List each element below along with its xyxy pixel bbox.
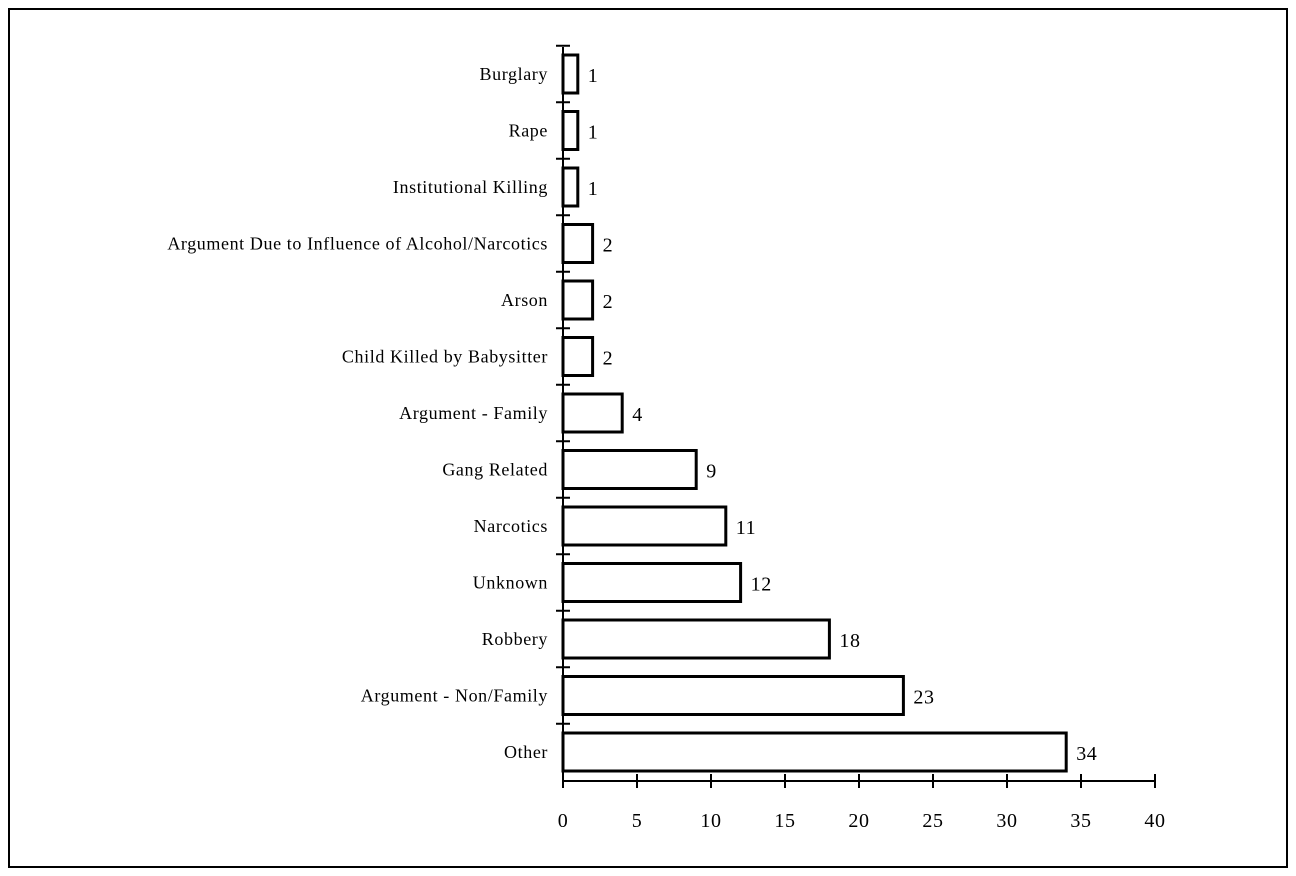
x-tick-label: 20 bbox=[848, 810, 869, 832]
x-tick-label: 25 bbox=[922, 810, 943, 832]
bar-5 bbox=[561, 336, 595, 377]
chart-frame: Burglary 1 Rape 1 Institutional Killing 1 Argu… bbox=[8, 8, 1288, 868]
category-label: Argument Due to Influence of Alcohol/Nar… bbox=[167, 234, 548, 254]
value-label: 2 bbox=[603, 348, 614, 370]
category-label: Rape bbox=[509, 121, 548, 141]
category-label: Burglary bbox=[480, 64, 548, 84]
bar-2 bbox=[561, 166, 580, 208]
category-label: Argument - Family bbox=[399, 403, 548, 423]
value-label: 4 bbox=[632, 404, 643, 426]
x-tick-label: 5 bbox=[632, 810, 643, 832]
value-label: 12 bbox=[751, 574, 772, 596]
value-label: 23 bbox=[913, 687, 934, 709]
category-label: Child Killed by Babysitter bbox=[342, 347, 548, 367]
category-label: Unknown bbox=[473, 573, 548, 593]
value-label: 1 bbox=[588, 65, 599, 87]
bar-4 bbox=[561, 279, 595, 321]
value-label: 9 bbox=[706, 461, 717, 483]
category-label: Institutional Killing bbox=[393, 177, 548, 197]
bar-1 bbox=[561, 110, 580, 151]
x-tick-label: 30 bbox=[996, 810, 1017, 832]
category-label: Arson bbox=[501, 290, 548, 310]
x-tick-label: 10 bbox=[700, 810, 721, 832]
value-label: 11 bbox=[736, 517, 756, 539]
category-label: Robbery bbox=[482, 629, 548, 649]
x-tick-label: 15 bbox=[774, 810, 795, 832]
axes-layer bbox=[556, 44, 1156, 788]
bar-7 bbox=[561, 449, 698, 490]
labels-layer: Burglary 1 Rape 1 Institutional Killing 1 Argu… bbox=[167, 64, 1165, 832]
bar-10 bbox=[561, 618, 831, 660]
bar-chart: Burglary 1 Rape 1 Institutional Killing 1 Argu… bbox=[167, 44, 1165, 832]
value-label: 1 bbox=[588, 178, 599, 200]
bar-8 bbox=[561, 505, 728, 547]
bars-layer bbox=[561, 53, 1068, 773]
value-label: 34 bbox=[1076, 743, 1097, 765]
value-label: 18 bbox=[839, 630, 860, 652]
bar-0 bbox=[561, 53, 580, 95]
value-label: 1 bbox=[588, 122, 599, 144]
bar-12 bbox=[561, 731, 1068, 773]
x-tick-label: 40 bbox=[1144, 810, 1165, 832]
x-tick-label: 35 bbox=[1070, 810, 1091, 832]
bar-11 bbox=[561, 675, 905, 716]
category-label: Narcotics bbox=[474, 516, 548, 536]
value-label: 2 bbox=[603, 235, 614, 257]
category-label: Gang Related bbox=[442, 460, 548, 480]
bar-6 bbox=[561, 392, 624, 434]
category-label: Other bbox=[504, 742, 548, 762]
value-label: 2 bbox=[603, 291, 614, 313]
category-label: Argument - Non/Family bbox=[361, 686, 548, 706]
bar-9 bbox=[561, 562, 743, 603]
x-tick-label: 0 bbox=[558, 810, 569, 832]
bar-3 bbox=[561, 223, 595, 264]
